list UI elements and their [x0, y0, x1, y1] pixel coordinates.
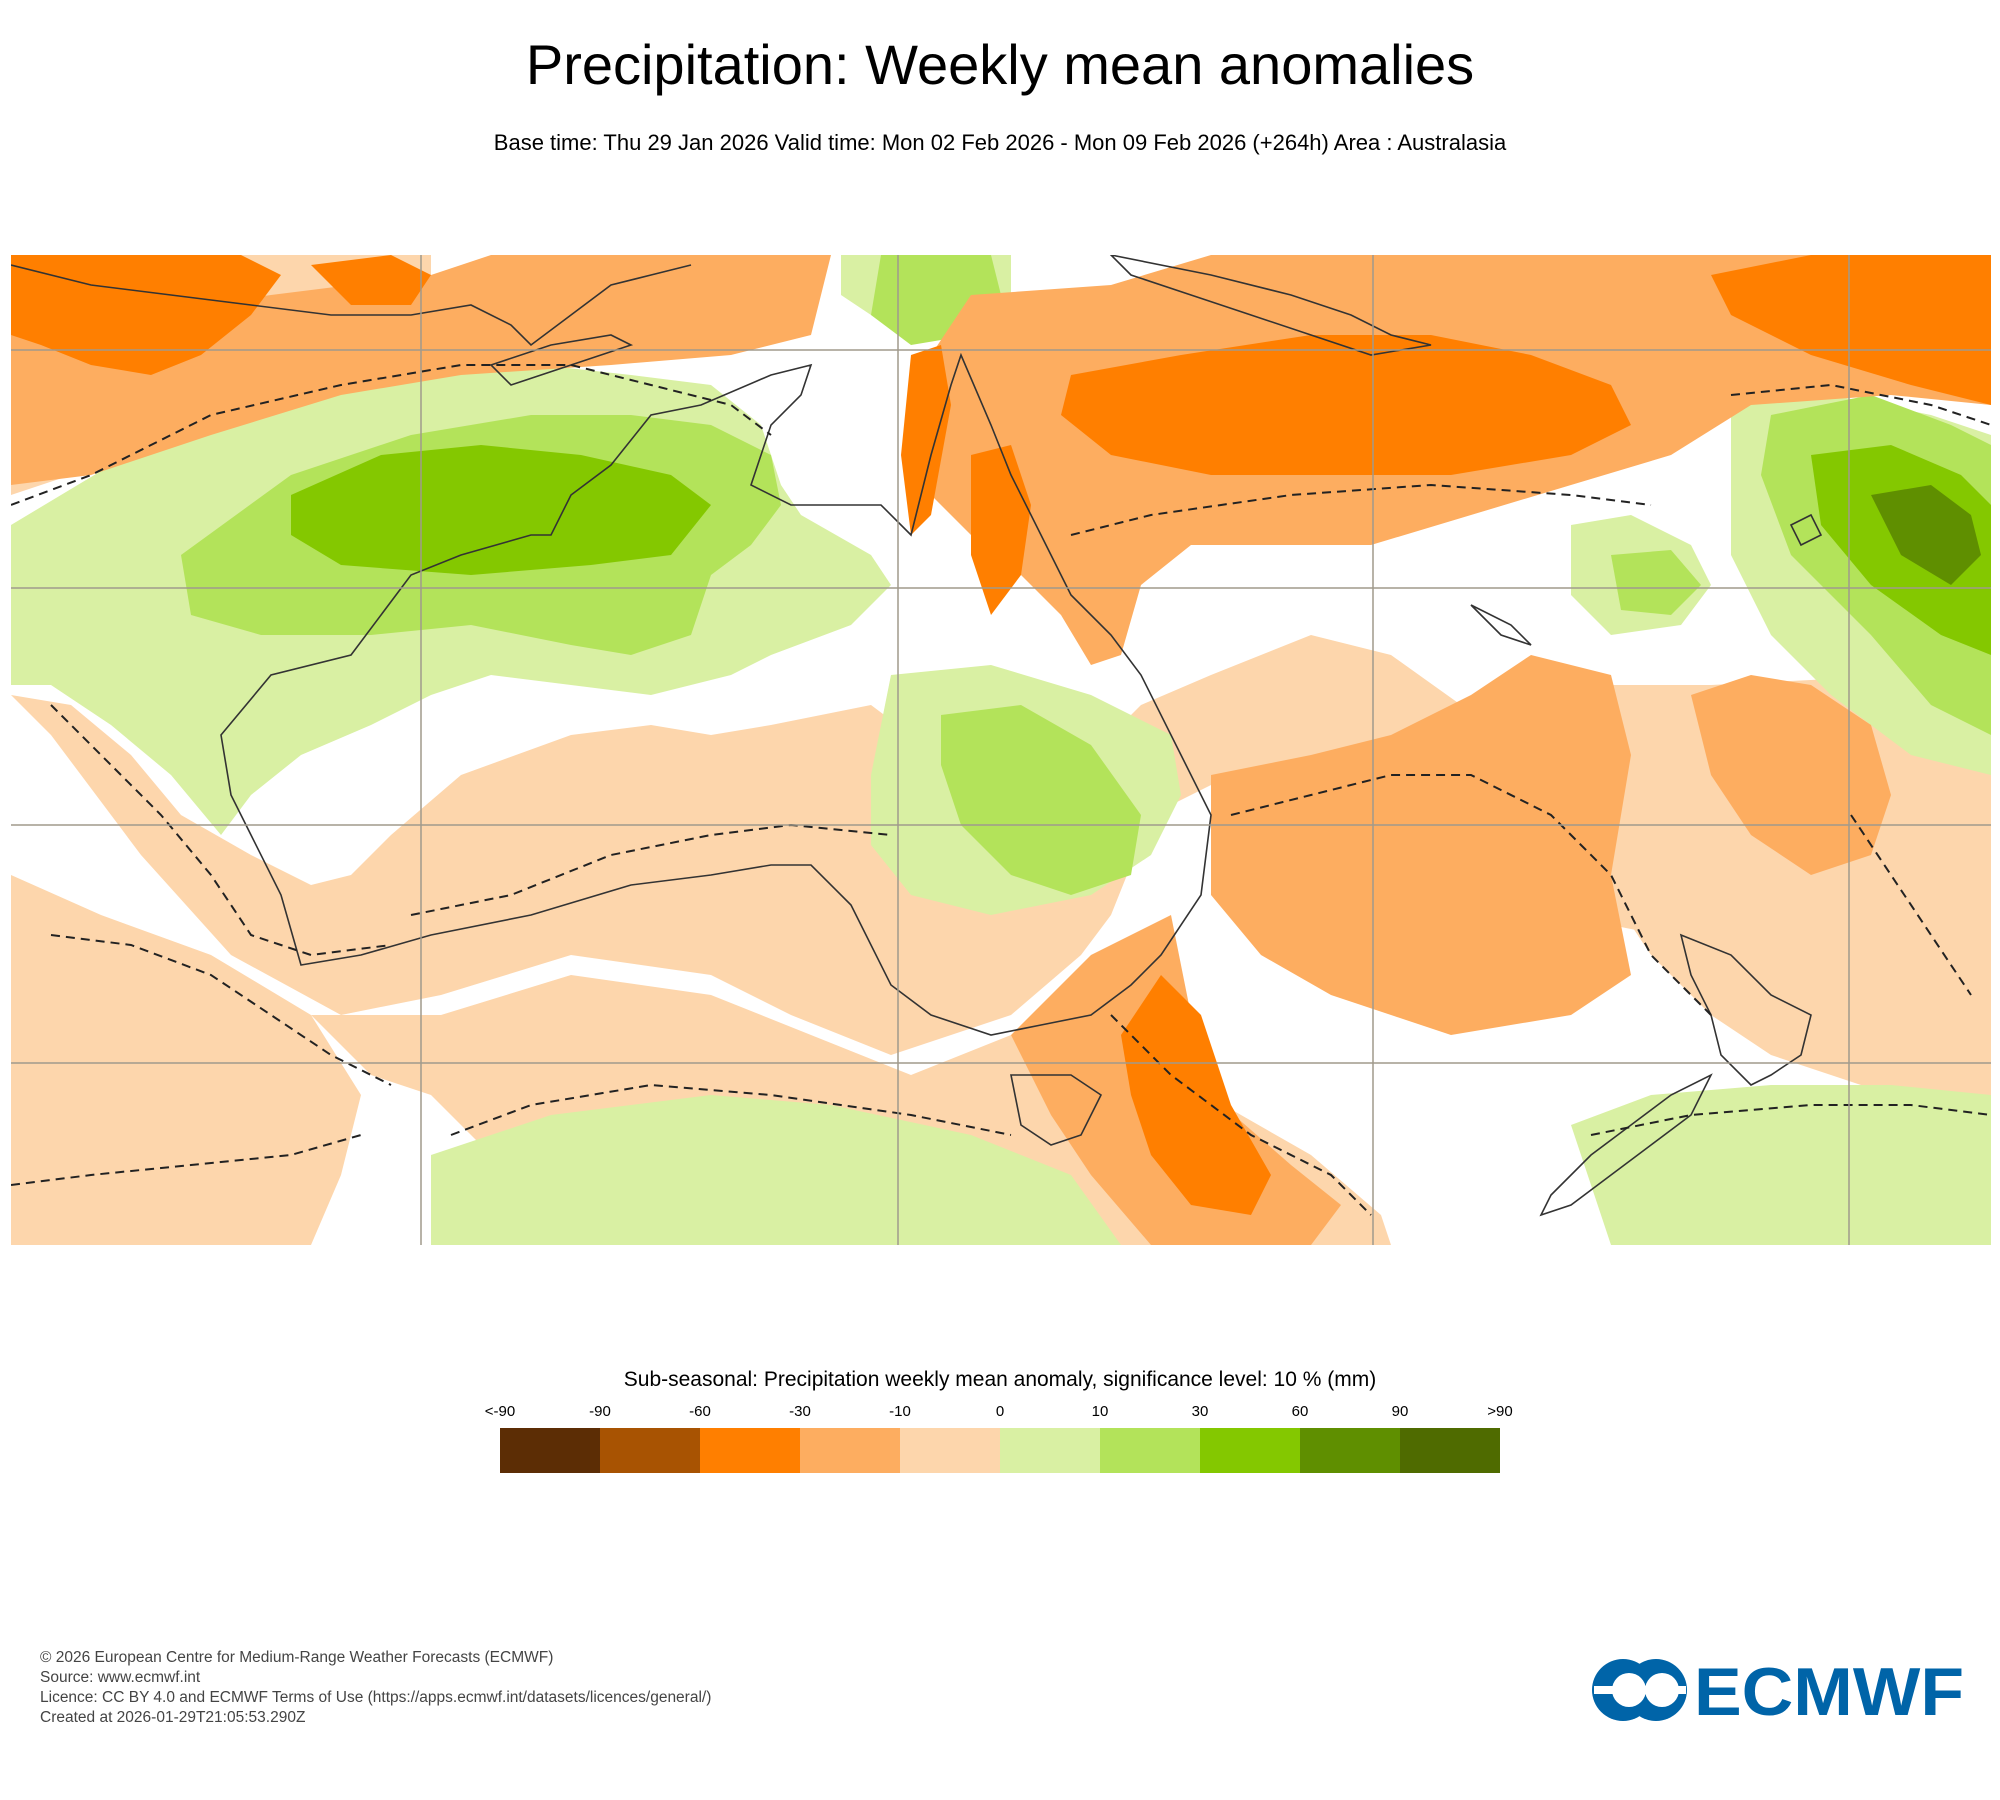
legend-swatch	[1200, 1428, 1300, 1473]
legend-label: -30	[789, 1403, 811, 1420]
new-zealand-south-coastline	[1539, 1073, 1713, 1217]
legend-title: Sub-seasonal: Precipitation weekly mean …	[623, 1368, 1377, 1391]
legend-label: -10	[889, 1403, 911, 1420]
indonesia-coastline	[11, 264, 692, 347]
legend-swatch	[500, 1428, 600, 1473]
fiji-coastline	[1789, 513, 1823, 547]
copyright-line: © 2026 European Centre for Medium-Range …	[40, 1649, 554, 1666]
ecmwf-logo: ECMWF	[1592, 1655, 1964, 1725]
timor-coastline	[489, 334, 634, 386]
legend-swatch	[900, 1428, 1000, 1473]
legend-label: 90	[1391, 1403, 1409, 1420]
legend-label: 10	[1091, 1403, 1109, 1420]
new-caledonia-coastline	[1470, 604, 1532, 646]
page-subtitle: Base time: Thu 29 Jan 2026 Valid time: M…	[493, 130, 1507, 155]
legend-swatch	[1400, 1428, 1500, 1473]
legend-swatch	[800, 1428, 900, 1473]
created-line: Created at 2026-01-29T21:05:53.290Z	[40, 1709, 306, 1726]
source-line: Source: www.ecmwf.int	[40, 1669, 201, 1686]
new-zealand-north-coastline	[1679, 933, 1812, 1086]
legend-swatch	[700, 1428, 800, 1473]
legend-swatch	[1000, 1428, 1100, 1473]
precipitation-anomaly-map	[11, 255, 1991, 1245]
footer-credits: © 2026 European Centre for Medium-Range …	[40, 1648, 711, 1728]
legend-label: <-90	[484, 1403, 516, 1420]
ecmwf-logo-text: ECMWF	[1694, 1655, 1964, 1725]
legend-label: >90	[1487, 1403, 1513, 1420]
legend-labels: <-90 -90 -60 -30 -10 0 10 30 60 90 >90	[0, 1403, 2000, 1423]
legend-label: 60	[1291, 1403, 1309, 1420]
licence-line: Licence: CC BY 4.0 and ECMWF Terms of Us…	[40, 1689, 712, 1706]
anomaly-dark-green-areas	[1871, 485, 1981, 585]
graticule	[11, 255, 1991, 1245]
significance-contours	[11, 364, 1991, 1216]
tasmania-coastline	[1010, 1074, 1103, 1146]
page-title: Precipitation: Weekly mean anomalies	[525, 33, 1475, 96]
legend-swatch	[1100, 1428, 1200, 1473]
legend-label: 0	[995, 1403, 1005, 1420]
legend-swatch	[600, 1428, 700, 1473]
legend-swatch	[1300, 1428, 1400, 1473]
legend-colorbar	[500, 1428, 1500, 1473]
australia-coastline	[220, 352, 1212, 1036]
legend-label: 30	[1191, 1403, 1209, 1420]
legend-label: -60	[689, 1403, 711, 1420]
anomaly-strong-orange-areas	[11, 255, 1991, 1215]
legend-label: -90	[589, 1403, 611, 1420]
